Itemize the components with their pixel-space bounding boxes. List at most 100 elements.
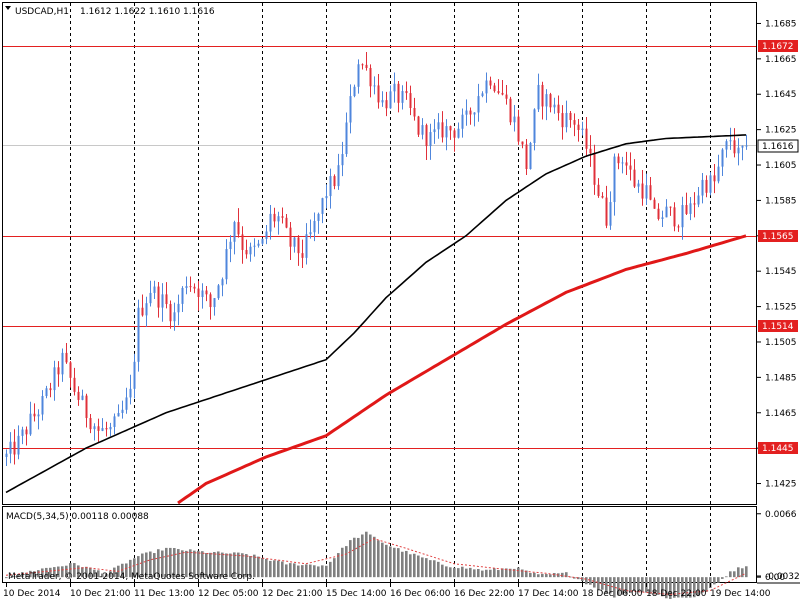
- candle-body: [81, 395, 84, 400]
- macd-bar: [269, 560, 272, 578]
- macd-bar: [453, 567, 456, 578]
- candle-body: [457, 128, 460, 138]
- candle-body: [553, 104, 556, 108]
- candle-body: [161, 294, 164, 308]
- macd-bar: [425, 558, 428, 578]
- macd-bar: [405, 550, 408, 578]
- candle: [277, 211, 280, 235]
- macd-bar: [185, 550, 188, 578]
- candle: [621, 156, 624, 174]
- candle: [561, 105, 564, 140]
- candle: [745, 134, 748, 150]
- candle: [105, 421, 108, 437]
- macd-bar: [517, 567, 520, 578]
- candle: [525, 139, 528, 175]
- macd-bar: [673, 577, 676, 598]
- macd-bar: [121, 563, 124, 578]
- candle: [669, 206, 672, 216]
- macd-bar: [361, 534, 364, 578]
- macd-bar: [125, 563, 128, 578]
- candle-body: [101, 428, 104, 431]
- candle-body: [449, 126, 452, 131]
- candle: [581, 121, 584, 136]
- candle: [273, 207, 276, 228]
- candle-body: [209, 294, 212, 308]
- macd-bar: [13, 576, 16, 578]
- macd-bar: [145, 552, 148, 578]
- time-tick-label: 18 Dec 06:00: [582, 589, 643, 599]
- macd-bar: [65, 565, 68, 578]
- candle-body: [173, 312, 176, 322]
- candle-body: [721, 149, 724, 167]
- candle-body: [613, 156, 616, 203]
- candle-body: [37, 414, 40, 417]
- candle-body: [277, 216, 280, 222]
- candle: [737, 138, 740, 166]
- candle: [121, 400, 124, 419]
- macd-bar: [229, 553, 232, 578]
- candle: [413, 97, 416, 121]
- candle: [601, 192, 604, 199]
- macd-bar: [489, 569, 492, 578]
- candle: [289, 221, 292, 260]
- candle-body: [317, 213, 320, 221]
- candle-body: [349, 96, 352, 123]
- candle-body: [669, 206, 672, 208]
- macd-bar: [157, 549, 160, 578]
- macd-bar: [745, 566, 748, 578]
- candle: [533, 108, 536, 151]
- candle: [425, 123, 428, 160]
- macd-bar: [397, 548, 400, 578]
- price-pane: [2, 2, 757, 505]
- macd-bar: [457, 568, 460, 578]
- macd-bar: [561, 572, 564, 578]
- macd-bar: [37, 570, 40, 578]
- macd-bar: [581, 577, 584, 582]
- candle: [441, 111, 444, 143]
- macd-bar: [249, 556, 252, 578]
- candle-body: [261, 238, 264, 244]
- macd-bar: [421, 557, 424, 578]
- candle-body: [233, 222, 236, 242]
- candle-body: [421, 125, 424, 135]
- symbol-label: USDCAD,H1: [15, 7, 69, 17]
- candle: [645, 173, 648, 206]
- candle-body: [289, 227, 292, 247]
- candle-body: [217, 285, 220, 299]
- macd-bar: [89, 567, 92, 578]
- macd-bar: [553, 573, 556, 578]
- candle-body: [201, 290, 204, 297]
- macd-bar: [497, 570, 500, 578]
- candle-body: [645, 185, 648, 199]
- macd-bar: [221, 552, 224, 578]
- candle: [641, 169, 644, 206]
- macd-bar: [529, 572, 532, 578]
- collapse-triangle-icon[interactable]: [5, 6, 11, 10]
- macd-bar: [401, 551, 404, 578]
- candle-body: [297, 237, 300, 254]
- candle: [329, 168, 332, 209]
- price-tick-label: 1.1665: [765, 55, 797, 65]
- macd-bar: [41, 568, 44, 578]
- macd-bar: [585, 577, 588, 585]
- macd-bar: [217, 551, 220, 578]
- macd-bar: [549, 574, 552, 578]
- candle-body: [505, 94, 508, 99]
- candle-body: [25, 429, 28, 435]
- candle-body: [341, 154, 344, 166]
- candle: [597, 178, 600, 198]
- macd-bar: [657, 577, 660, 595]
- candle: [125, 387, 128, 414]
- candle: [149, 280, 152, 307]
- macd-bar: [485, 569, 488, 578]
- macd-bar: [109, 571, 112, 578]
- candle-body: [461, 114, 464, 129]
- candle: [225, 239, 228, 285]
- candle-body: [661, 217, 664, 219]
- macd-bar: [353, 537, 356, 578]
- candle-body: [577, 124, 580, 130]
- candle-body: [429, 132, 432, 147]
- macd-bar: [45, 567, 48, 578]
- candle-body: [501, 92, 504, 95]
- candle-body: [93, 426, 96, 430]
